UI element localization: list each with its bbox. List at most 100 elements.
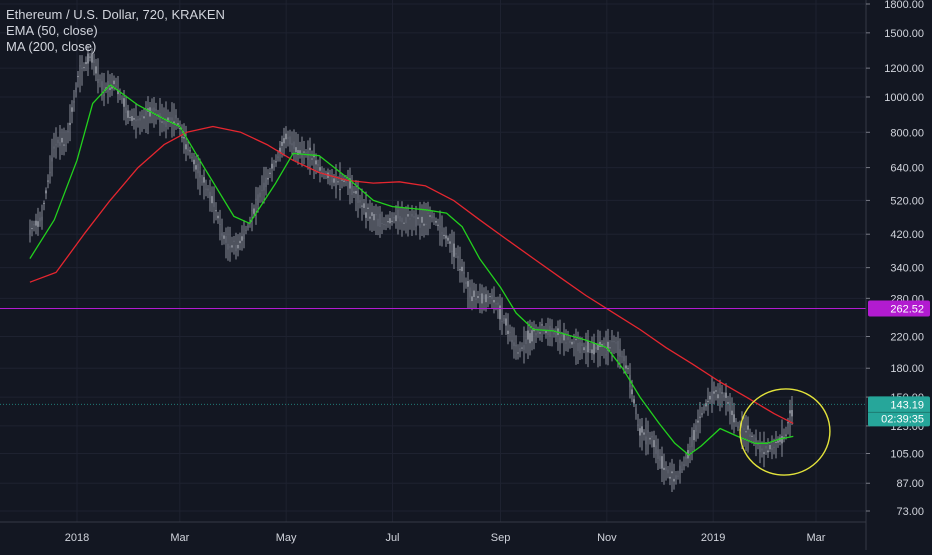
price-candle-body: [737, 425, 739, 428]
price-candle-body: [303, 151, 305, 153]
y-axis-label: 1800.00: [884, 0, 924, 11]
price-candle-body: [665, 467, 667, 471]
price-candle-body: [77, 76, 79, 78]
price-candle-body: [667, 469, 669, 474]
price-candle-body: [165, 118, 167, 128]
price-candle-body: [731, 410, 733, 416]
price-candle-body: [453, 243, 455, 257]
price-candle-body: [203, 177, 205, 183]
price-candle-body: [353, 191, 355, 193]
price-candle-body: [183, 137, 185, 139]
price-candle-body: [383, 224, 385, 226]
price-candle-body: [497, 302, 499, 305]
price-candle-body: [195, 165, 197, 170]
y-axis-label: 1200.00: [884, 63, 924, 75]
price-candle-body: [151, 108, 153, 112]
price-candle-body: [473, 290, 475, 297]
price-candle-body: [75, 87, 77, 93]
price-candle-body: [449, 241, 451, 244]
price-candle-body: [47, 180, 49, 182]
price-candle-body: [179, 127, 181, 129]
price-candle-body: [587, 340, 589, 353]
price-candle-body: [79, 65, 81, 67]
price-candle-body: [637, 424, 639, 427]
price-candle-body: [465, 281, 467, 285]
price-candle-body: [685, 456, 687, 459]
price-candle-body: [141, 115, 143, 117]
price-candle-body: [263, 182, 265, 191]
price-candle-body: [171, 117, 173, 121]
price-candle-body: [73, 100, 75, 103]
price-candle-body: [335, 177, 337, 189]
price-candle-body: [471, 296, 473, 302]
price-candle-body: [217, 215, 219, 219]
x-axis-label: May: [276, 532, 297, 544]
price-candle-body: [749, 434, 751, 437]
price-candle-body: [633, 399, 635, 404]
price-candle-body: [753, 440, 755, 443]
price-candle-body: [139, 117, 141, 121]
y-axis-label: 520.00: [890, 195, 924, 207]
price-candle-body: [495, 303, 497, 305]
price-candle-body: [463, 272, 465, 274]
price-candle-body: [81, 67, 83, 69]
price-candle-body: [385, 224, 387, 226]
price-candle-body: [697, 420, 699, 423]
price-candle-body: [379, 213, 381, 228]
price-candle-body: [769, 444, 771, 450]
price-candle-body: [187, 148, 189, 151]
horizontal-line-label: 262.52: [890, 304, 924, 316]
price-candle-body: [461, 266, 463, 272]
price-candle-body: [515, 344, 517, 347]
price-candle-body: [331, 175, 333, 183]
price-candle-body: [711, 391, 713, 403]
price-candle-body: [457, 255, 459, 259]
price-candle-body: [55, 144, 57, 146]
price-candle-body: [743, 428, 745, 430]
price-candle-body: [93, 60, 95, 64]
y-axis-label: 87.00: [896, 478, 924, 490]
price-candle-body: [199, 170, 201, 178]
price-candle-body: [189, 150, 191, 152]
price-candle-body: [317, 164, 319, 166]
price-candle-body: [349, 178, 351, 189]
price-candle-body: [301, 153, 303, 158]
price-candle-body: [355, 190, 357, 194]
price-candle-body: [477, 295, 479, 299]
x-axis-label: Mar: [807, 532, 826, 544]
price-candle-body: [735, 420, 737, 422]
price-candle-body: [431, 215, 433, 219]
price-candle-body: [677, 475, 679, 477]
price-candle-body: [341, 179, 343, 181]
price-candle-body: [125, 107, 127, 113]
legend-ema: EMA (50, close): [6, 23, 98, 38]
price-candle-body: [755, 437, 757, 444]
price-candle-body: [259, 192, 261, 198]
price-candle-body: [241, 236, 243, 241]
price-candle-body: [751, 435, 753, 437]
price-candle-body: [455, 253, 457, 255]
price-candle-body: [675, 475, 677, 479]
price-candle-body: [269, 172, 271, 174]
price-candle-body: [663, 467, 665, 470]
price-candle-body: [143, 116, 145, 119]
price-candle-body: [605, 354, 607, 356]
price-candle-body: [635, 408, 637, 415]
price-candle-body: [127, 110, 129, 118]
price-candle-body: [345, 180, 347, 183]
price-candle-body: [655, 445, 657, 454]
price-candle-body: [659, 455, 661, 461]
price-candle-body: [683, 464, 685, 466]
price-candle-body: [373, 214, 375, 221]
price-candle-body: [251, 210, 253, 212]
price-candle-body: [529, 333, 531, 344]
price-candle-body: [321, 171, 323, 173]
price-candle-body: [681, 468, 683, 470]
price-candle-body: [343, 180, 345, 182]
price-candle-body: [527, 330, 529, 340]
price-candle-body: [69, 122, 71, 125]
price-candle-body: [51, 157, 53, 162]
price-candle-body: [537, 329, 539, 334]
